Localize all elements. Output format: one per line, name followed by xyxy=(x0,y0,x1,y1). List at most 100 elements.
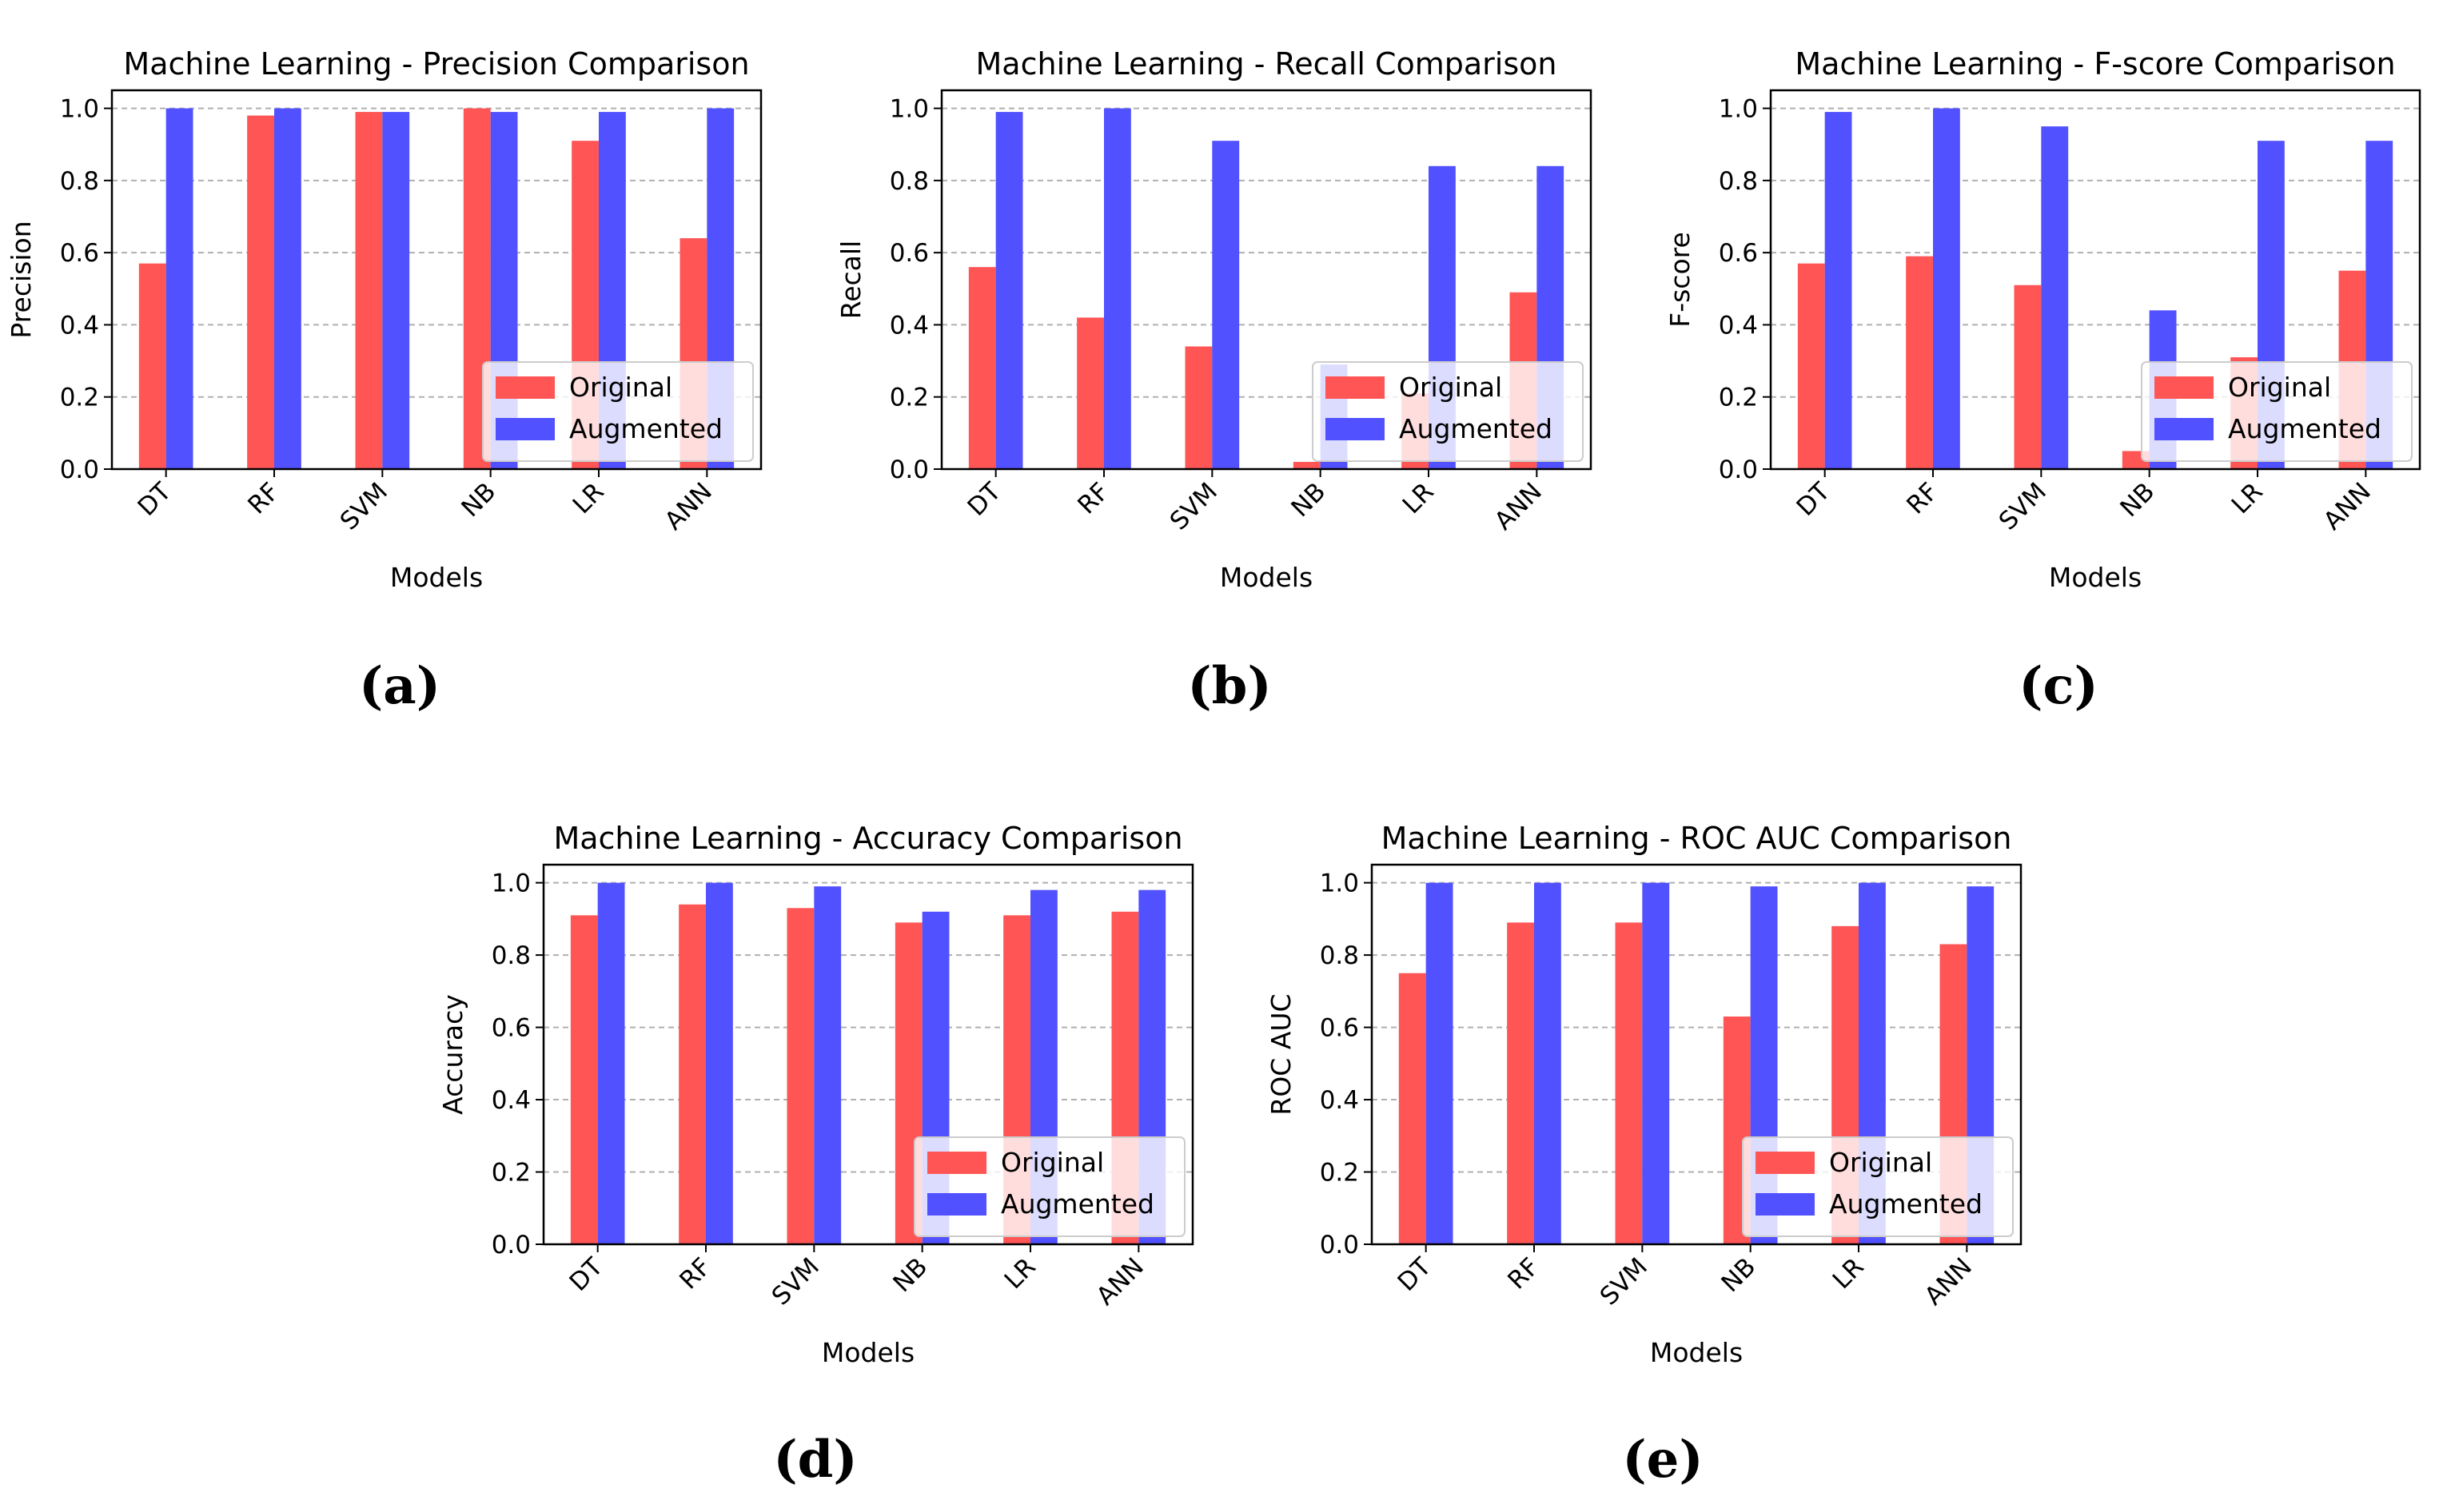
x-tick-label: ANN xyxy=(660,477,718,535)
x-tick-label: LR xyxy=(2226,477,2269,519)
x-tick-label: SVM xyxy=(767,1252,825,1311)
y-axis-label: ROC AUC xyxy=(1265,993,1297,1115)
x-tick-label: NB xyxy=(2114,477,2160,523)
chart-panel-5: 0.0 0.2 0.4 0.6 0.8 1.0 Original Augmented DT RF S… xyxy=(1265,821,2023,1490)
legend-label-original: Original xyxy=(1829,1147,1932,1178)
x-axis-label: Models xyxy=(1650,1337,1743,1368)
legend-label-augmented: Augmented xyxy=(1001,1188,1154,1220)
y-tick-label: 0.0 xyxy=(60,456,99,484)
legend-label-original: Original xyxy=(1001,1147,1104,1178)
panel-label: (b) xyxy=(1187,656,1271,716)
bar-original-rf xyxy=(679,904,706,1244)
bar-augmented-dt xyxy=(1824,112,1852,470)
y-tick-label: 0.2 xyxy=(60,384,99,412)
bar-augmented-dt xyxy=(165,108,193,470)
bar-augmented-svm xyxy=(382,112,410,470)
bar-original-nb xyxy=(1293,461,1321,469)
x-tick-label: ANN xyxy=(2318,477,2377,535)
legend-label-augmented: Augmented xyxy=(1829,1188,1983,1220)
legend: Original Augmented xyxy=(1312,361,1584,462)
legend: Original Augmented xyxy=(2141,361,2413,462)
x-axis-label: Models xyxy=(822,1337,915,1368)
panel-label: (a) xyxy=(359,656,440,716)
x-tick-label: SVM xyxy=(335,477,393,535)
legend: Original Augmented xyxy=(914,1136,1186,1237)
y-tick-label: 0.8 xyxy=(60,167,99,196)
legend-swatch-augmented xyxy=(1325,418,1385,440)
x-tick-label: RF xyxy=(1901,477,1943,519)
x-tick-label: RF xyxy=(674,1252,716,1295)
plot-frame xyxy=(940,89,1592,471)
x-tick-label: DT xyxy=(133,476,177,521)
chart-title: Machine Learning - Precision Comparison xyxy=(123,46,749,82)
legend-label-augmented: Augmented xyxy=(1399,413,1552,444)
y-axis-label: Precision xyxy=(6,221,37,338)
bar-original-dt xyxy=(968,267,996,469)
bar-original-rf xyxy=(1906,256,1933,469)
plot-frame xyxy=(1370,863,2023,1246)
y-tick-label: 0.0 xyxy=(890,456,929,484)
bar-augmented-dt xyxy=(995,112,1023,470)
x-tick-label: ANN xyxy=(1919,1252,1978,1311)
bar-original-svm xyxy=(2014,284,2042,469)
y-axis-label: Accuracy xyxy=(437,994,468,1115)
legend-label-original: Original xyxy=(2228,372,2331,403)
x-tick-label: SVM xyxy=(1994,477,2052,535)
chart-panel-3: 0.0 0.2 0.4 0.6 0.8 1.0 Original Augmented DT RF S… xyxy=(1664,46,2421,716)
bar-original-rf xyxy=(1507,922,1534,1244)
y-tick-label: 1.0 xyxy=(1719,95,1758,124)
legend-swatch-original xyxy=(1325,376,1385,399)
y-tick-label: 0.4 xyxy=(1320,1086,1359,1115)
bar-augmented-rf xyxy=(274,108,301,470)
legend-label-original: Original xyxy=(1399,372,1502,403)
x-tick-label: NB xyxy=(1716,1252,1761,1298)
bar-original-rf xyxy=(247,115,274,469)
x-tick-label: ANN xyxy=(1091,1252,1150,1311)
bar-augmented-dt xyxy=(1425,882,1453,1244)
x-tick-label: DT xyxy=(564,1251,609,1296)
y-tick-label: 0.2 xyxy=(890,384,929,412)
plot-frame xyxy=(110,89,763,471)
x-tick-label: RF xyxy=(1502,1252,1544,1295)
bar-original-dt xyxy=(570,915,598,1244)
plot-frame xyxy=(542,863,1194,1246)
legend-swatch-original xyxy=(1756,1152,1815,1174)
bar-original-svm xyxy=(1615,922,1643,1244)
bar-augmented-rf xyxy=(1534,882,1561,1244)
chart-title: Machine Learning - F-score Comparison xyxy=(1795,46,2395,82)
legend-label-augmented: Augmented xyxy=(569,413,723,444)
bar-original-dt xyxy=(1398,973,1426,1244)
y-tick-label: 0.8 xyxy=(890,167,929,196)
bar-augmented-svm xyxy=(814,886,842,1244)
chart-title: Machine Learning - Recall Comparison xyxy=(976,46,1557,82)
bar-original-rf xyxy=(1077,317,1104,469)
y-tick-label: 0.8 xyxy=(1320,941,1359,970)
chart-panel-2: 0.0 0.2 0.4 0.6 0.8 1.0 Original Augmented DT RF S… xyxy=(835,46,1592,716)
x-tick-label: NB xyxy=(456,477,501,523)
x-axis-label: Models xyxy=(1220,562,1313,593)
y-axis-label: F-score xyxy=(1664,232,1696,328)
x-tick-label: DT xyxy=(1393,1251,1437,1296)
panel-label: (c) xyxy=(2019,656,2098,716)
bar-augmented-dt xyxy=(597,882,625,1244)
x-axis-label: Models xyxy=(2049,562,2142,593)
y-tick-label: 0.6 xyxy=(1320,1014,1359,1043)
y-tick-label: 0.6 xyxy=(890,239,929,268)
legend-swatch-original xyxy=(2154,376,2214,399)
y-axis-label: Recall xyxy=(835,241,867,319)
panel-label: (e) xyxy=(1622,1430,1703,1490)
y-tick-label: 0.6 xyxy=(60,239,99,268)
bar-augmented-svm xyxy=(1212,141,1240,469)
legend-swatch-augmented xyxy=(2154,418,2214,440)
x-tick-label: LR xyxy=(1827,1252,1870,1295)
bar-augmented-rf xyxy=(1933,108,1960,470)
y-tick-label: 0.2 xyxy=(492,1159,531,1188)
y-tick-label: 0.4 xyxy=(890,311,929,340)
bar-augmented-svm xyxy=(2041,126,2069,469)
bar-original-dt xyxy=(1797,263,1825,469)
bar-original-svm xyxy=(355,112,383,470)
y-tick-label: 0.6 xyxy=(492,1014,531,1043)
y-tick-label: 0.2 xyxy=(1719,384,1758,412)
chart-title: Machine Learning - Accuracy Comparison xyxy=(553,821,1182,856)
